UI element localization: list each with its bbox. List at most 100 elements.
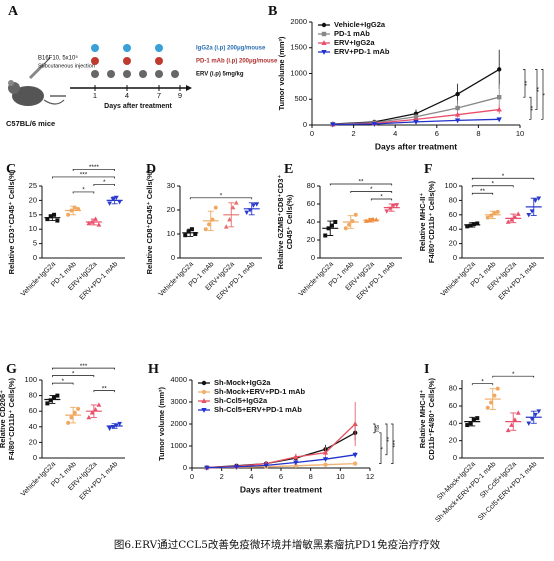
significance-bracket (52, 367, 115, 370)
y-tick-label: 20 (167, 205, 175, 214)
pd1-dose (91, 57, 99, 65)
significance-label: ** (386, 436, 393, 442)
y-axis-label: Tumor volume (mm³) (277, 36, 286, 111)
error-bar (90, 218, 97, 226)
x-tick-label: 4 (249, 472, 253, 481)
significance-bracket (350, 191, 393, 193)
significance-label: *** (80, 363, 88, 370)
legend-marker (201, 380, 207, 386)
timeline-label: Days after treatment (104, 103, 172, 110)
data-point (322, 457, 329, 463)
syringe (28, 62, 46, 80)
significance-label: *** (80, 172, 88, 179)
error-bar (111, 196, 118, 205)
data-point (455, 105, 460, 111)
x-tick-label: 2 (220, 472, 224, 481)
significance-bracket (385, 423, 388, 456)
data-point (485, 215, 490, 220)
y-tick-label: 10 (167, 229, 175, 238)
significance-bracket (471, 383, 494, 386)
timeline-arrow (186, 85, 192, 91)
error-bar (530, 197, 537, 216)
data-point (186, 229, 191, 234)
legend-marker (321, 40, 327, 45)
y-tick-label: 20 (449, 239, 457, 248)
significance-label: * (72, 370, 75, 377)
legend-marker (201, 408, 207, 413)
data-point (323, 233, 328, 238)
dose-dots (91, 44, 179, 78)
y-tick-label: 0 (453, 453, 457, 462)
y-tick-label: 0 (33, 453, 37, 462)
y-axis-label: Relative CD8⁺CD45⁺ Cells(%) (145, 169, 154, 274)
legend-marker (201, 389, 207, 395)
x-tick-label: 0 (310, 129, 314, 138)
data-point (343, 226, 348, 231)
significance-bracket (52, 176, 115, 179)
data-point (536, 409, 542, 414)
data-point (347, 222, 352, 227)
y-axis-label: CD45⁺ Cells(%) (285, 194, 294, 249)
mouse-ear (8, 80, 14, 86)
y-axis-label: F4/80⁺CD11b⁺ Cells(%) (7, 377, 16, 460)
erv-dose (107, 70, 115, 78)
series-line (206, 454, 356, 469)
y-tick-label: 80 (307, 181, 315, 190)
legend-label: PD-1 mAb (334, 29, 370, 38)
significance-label: * (380, 194, 383, 201)
legend-marker (201, 398, 207, 403)
significance-bracket (72, 191, 95, 194)
data-point (107, 426, 113, 431)
panel-letter: F (424, 162, 433, 177)
y-axis-label: F4/80⁺CD11b⁺ Cells(%) (427, 180, 436, 263)
treatment-label: PD-1 mAb (i.p) 200μg/mouse (196, 59, 278, 65)
significance-bracket (391, 423, 394, 464)
data-point (263, 463, 269, 469)
data-point (223, 224, 229, 229)
data-point (497, 67, 502, 72)
y-tick-label: 5 (33, 239, 37, 248)
significance-bracket (379, 432, 382, 464)
legend-label: Sh-Mock+ERV+PD-1 mAb (214, 387, 306, 396)
y-axis-label: Relative MHC-II⁺ (418, 193, 427, 252)
y-tick-label: 40 (449, 418, 457, 427)
data-point (515, 410, 521, 415)
legend-label: Sh-Mock+IgG2a (214, 378, 271, 387)
panel-letter: B (268, 4, 277, 19)
data-point (485, 405, 490, 410)
y-tick-label: 80 (449, 384, 457, 393)
x-axis-label: Days after treatment (375, 141, 457, 151)
data-point (93, 407, 98, 412)
error-bar (327, 220, 334, 236)
significance-label: * (220, 193, 223, 200)
syringe-plunger (43, 57, 51, 65)
significance-bracket (492, 375, 535, 378)
data-point (66, 420, 71, 425)
significance-label: * (542, 93, 549, 96)
y-tick-label: 0 (453, 253, 457, 262)
legend-label: Sh-Ccl5+ERV+PD-1 mAb (214, 405, 302, 414)
data-point (533, 198, 538, 203)
panel-letter: D (146, 162, 156, 177)
error-bar (510, 412, 517, 431)
significance-bracket (373, 423, 376, 434)
igg-dose (91, 44, 99, 52)
y-axis-label: Tumor volume (mm³) (157, 386, 166, 461)
panel-letter: E (284, 162, 293, 177)
y-tick-label: 15 (29, 210, 37, 219)
data-point (505, 219, 511, 224)
y-tick-label: 40 (449, 224, 457, 233)
error-bar (111, 423, 118, 429)
data-point (471, 222, 476, 227)
error-bar (510, 213, 517, 224)
significance-bracket (52, 375, 95, 378)
x-tick-label: 8 (309, 472, 313, 481)
y-axis-label: Relative MHC-II⁺ (418, 390, 427, 449)
y-tick-label: 2000 (170, 419, 187, 428)
data-point (352, 421, 358, 426)
data-point (526, 421, 532, 426)
data-point (86, 220, 92, 226)
significance-bracket (93, 184, 115, 186)
error-bar (207, 210, 214, 231)
y-tick-label: 60 (449, 210, 457, 219)
